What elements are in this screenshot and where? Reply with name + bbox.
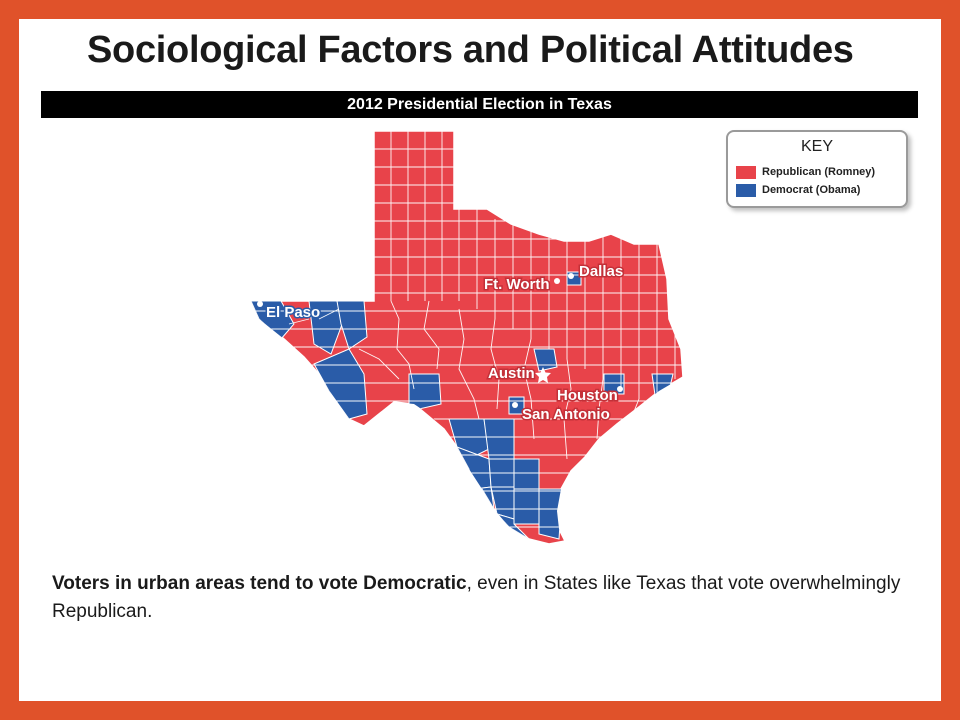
- key-item-democrat: Democrat (Obama): [736, 183, 860, 197]
- democrat-swatch: [736, 183, 756, 197]
- san-antonio-dot: [512, 402, 518, 408]
- key-item-label: Republican (Romney): [762, 166, 876, 178]
- slide: Sociological Factors and Political Attit…: [19, 19, 941, 701]
- county-grid: [251, 131, 683, 540]
- el-paso-label: El Paso: [266, 304, 320, 321]
- austin-star-icon: [535, 367, 551, 383]
- houston-dot: [617, 386, 623, 392]
- ft-worth-label: Ft. Worth: [484, 276, 550, 293]
- dallas-label: Dallas: [579, 263, 623, 280]
- houston-label: Houston: [557, 387, 618, 404]
- dallas-dot: [568, 273, 574, 279]
- el-paso-dot: [257, 301, 263, 307]
- texas-map: El Paso Ft. Worth Dallas Austin Houston …: [249, 130, 684, 545]
- map-banner: 2012 Presidential Election in Texas: [41, 91, 918, 118]
- key-item-label: Democrat (Obama): [762, 184, 861, 196]
- key-title: KEY: [800, 138, 833, 155]
- caption-bold-text: Voters in urban areas tend to vote Democ…: [52, 573, 467, 594]
- slide-caption: Voters in urban areas tend to vote Democ…: [52, 570, 912, 626]
- san-antonio-label: San Antonio: [522, 406, 610, 423]
- austin-label: Austin: [488, 365, 535, 382]
- ft-worth-dot: [554, 278, 560, 284]
- key-item-republican: Republican (Romney): [736, 165, 875, 179]
- slide-title: Sociological Factors and Political Attit…: [87, 29, 854, 71]
- county-lines: [251, 131, 683, 528]
- city-markers: El Paso Ft. Worth Dallas Austin Houston …: [257, 262, 625, 425]
- republican-swatch: [736, 165, 756, 179]
- map-key: KEY Republican (Romney) Democrat (Obama): [726, 130, 908, 208]
- caption-text: , even in States like Texas that vote ov…: [52, 573, 901, 622]
